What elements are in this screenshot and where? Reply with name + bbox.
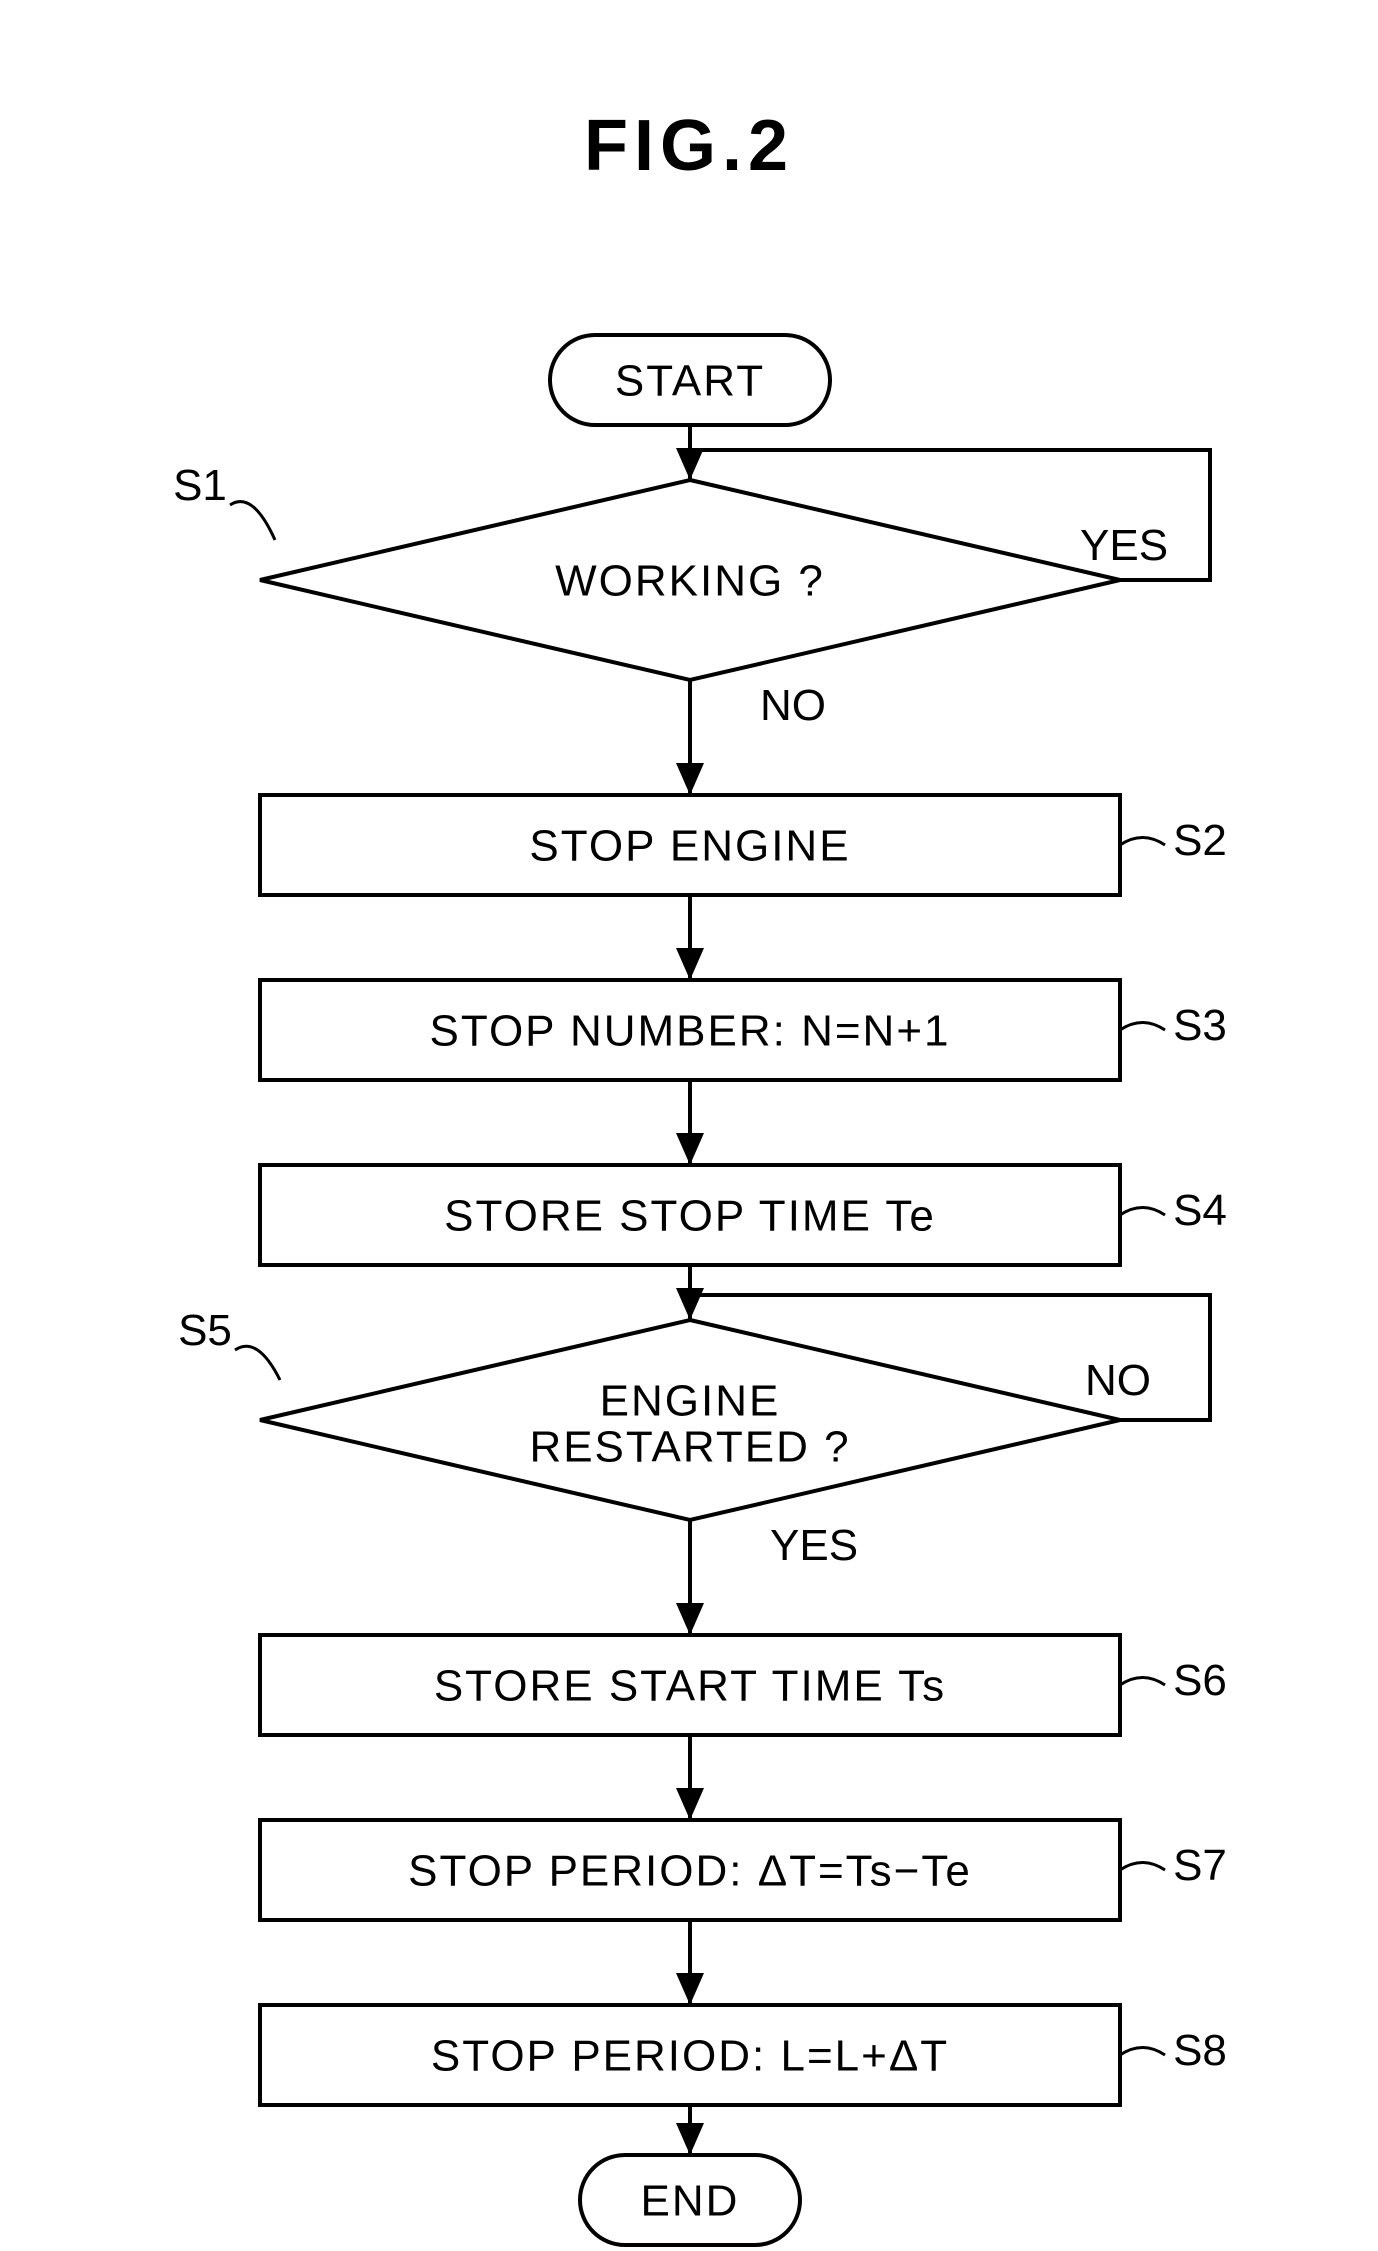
node-s8: STOP PERIOD: L=L+ΔT S8 bbox=[260, 2005, 1227, 2105]
figure-title: FIG.2 bbox=[584, 106, 794, 186]
node-s7: STOP PERIOD: ΔT=Ts−Te S7 bbox=[260, 1820, 1227, 1920]
node-s7-tag: S7 bbox=[1173, 1841, 1227, 1890]
node-s6: STORE START TIME Ts S6 bbox=[260, 1635, 1227, 1735]
tag-connector-s6 bbox=[1120, 1678, 1165, 1686]
node-s2-label: STOP ENGINE bbox=[529, 822, 850, 871]
node-s2: STOP ENGINE S2 bbox=[260, 795, 1227, 895]
node-s4-tag: S4 bbox=[1173, 1186, 1227, 1235]
node-s8-tag: S8 bbox=[1173, 2026, 1227, 2075]
node-s8-label: STOP PERIOD: L=L+ΔT bbox=[431, 2032, 949, 2081]
node-s5-no: NO bbox=[1085, 1356, 1151, 1405]
node-s4: STORE STOP TIME Te S4 bbox=[260, 1165, 1227, 1265]
node-s1-label: WORKING ? bbox=[555, 557, 825, 606]
tag-connector-s7 bbox=[1120, 1863, 1165, 1871]
node-start-label: START bbox=[615, 357, 765, 406]
node-s5-tag: S5 bbox=[178, 1306, 232, 1355]
node-s7-label: STOP PERIOD: ΔT=Ts−Te bbox=[408, 1847, 972, 1896]
tag-connector-s4 bbox=[1120, 1208, 1165, 1216]
node-s6-tag: S6 bbox=[1173, 1656, 1227, 1705]
node-s4-label: STORE STOP TIME Te bbox=[444, 1192, 936, 1241]
node-s1-yes: YES bbox=[1080, 521, 1168, 570]
node-s3-tag: S3 bbox=[1173, 1001, 1227, 1050]
node-s3-label: STOP NUMBER: N=N+1 bbox=[430, 1007, 951, 1056]
node-s5-label1: ENGINE bbox=[600, 1377, 781, 1426]
node-end: END bbox=[580, 2155, 800, 2245]
tag-connector-s3 bbox=[1120, 1023, 1165, 1031]
node-s1-tag: S1 bbox=[173, 461, 227, 510]
node-s1: WORKING ? YES NO S1 bbox=[173, 461, 1168, 730]
node-start: START bbox=[550, 335, 830, 425]
node-s2-tag: S2 bbox=[1173, 816, 1227, 865]
tag-connector-s1 bbox=[230, 502, 275, 540]
node-s5: ENGINERESTARTED ? YES NO S5 bbox=[178, 1306, 1151, 1570]
tag-connector-s8 bbox=[1120, 2048, 1165, 2056]
node-s5-label2: RESTARTED ? bbox=[529, 1423, 850, 1472]
node-s3: STOP NUMBER: N=N+1 S3 bbox=[260, 980, 1227, 1080]
node-s1-no: NO bbox=[760, 681, 826, 730]
node-s5-yes: YES bbox=[770, 1521, 858, 1570]
flowchart-figure: FIG.2STARTWORKING ?YESNOS1STOP ENGINES2S… bbox=[0, 0, 1378, 2251]
tag-connector-s2 bbox=[1120, 838, 1165, 846]
node-end-label: END bbox=[641, 2177, 740, 2226]
node-s6-label: STORE START TIME Ts bbox=[434, 1662, 946, 1711]
tag-connector-s5 bbox=[235, 1346, 280, 1380]
